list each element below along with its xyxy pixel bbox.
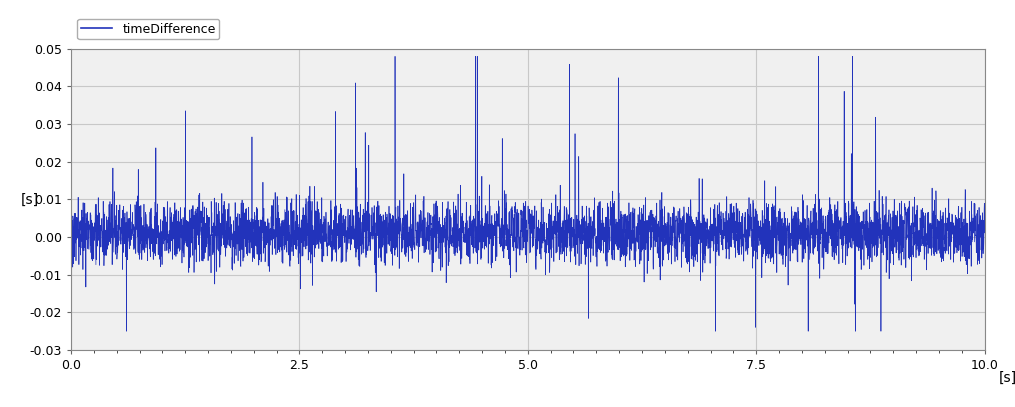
Legend: timeDifference: timeDifference <box>77 19 219 39</box>
X-axis label: [s]: [s] <box>999 371 1015 385</box>
Y-axis label: [s]: [s] <box>21 193 39 206</box>
